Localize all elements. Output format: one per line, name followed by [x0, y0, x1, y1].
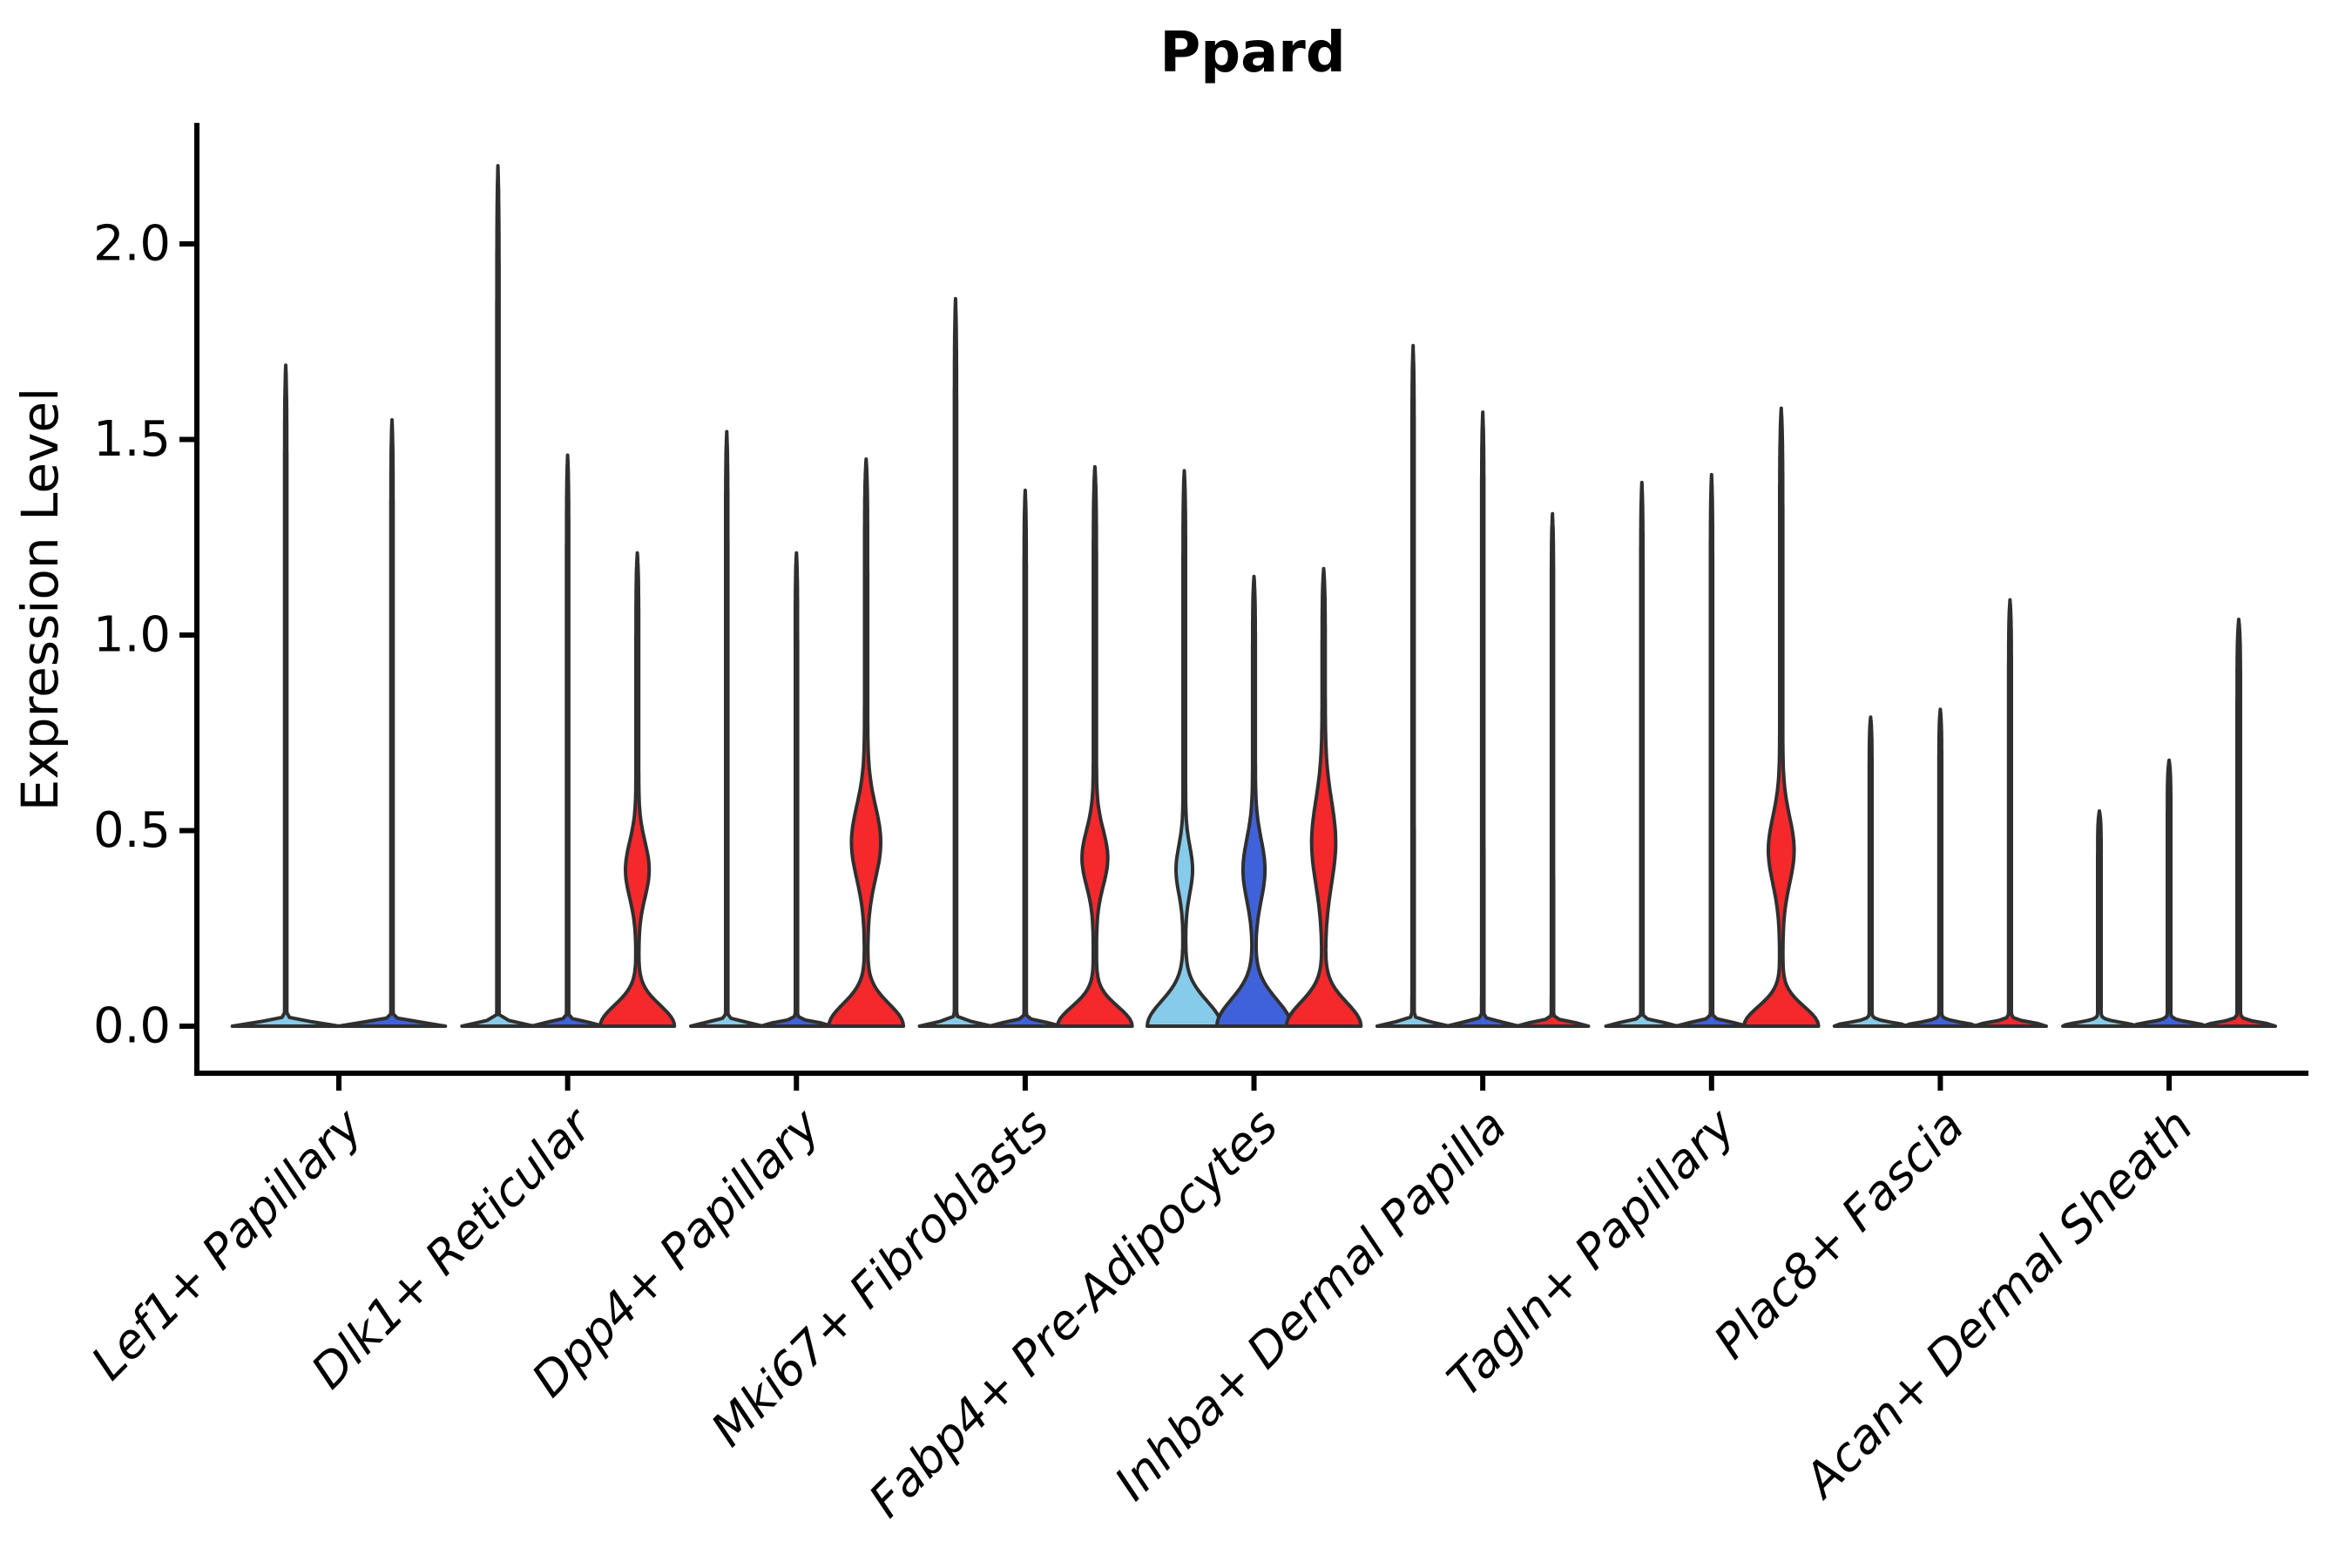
- violin-dpp4-papillary-split2: [759, 551, 835, 1028]
- violin-inhba-dermal-papilla-split1: [1375, 343, 1451, 1028]
- violin-acan-dermal-sheath-split3: [2200, 618, 2277, 1028]
- violin-fabp4-pre-adipocytes-split3: [1284, 566, 1363, 1028]
- y-tick-label: 2.0: [93, 216, 171, 273]
- violin-acan-dermal-sheath-split1: [2061, 809, 2138, 1028]
- violin-dlk1-reticular-split1: [460, 164, 536, 1028]
- violin-dpp4-papillary-split3: [827, 457, 906, 1028]
- violin-tagln-papillary-split1: [1604, 480, 1680, 1028]
- y-tick-label: 1.0: [93, 607, 171, 664]
- violin-plac8-fascia-split1: [1832, 715, 1909, 1028]
- y-axis-label: Expression Level: [10, 388, 70, 811]
- violin-mki67-fibroblasts-split2: [987, 488, 1064, 1028]
- violin-dlk1-reticular-split3: [598, 551, 677, 1028]
- violin-mki67-fibroblasts-split1: [917, 296, 994, 1028]
- x-tick-label-fabp4-pre-adipocytes: Fabp4+ Pre-Adipocytes: [858, 1098, 1288, 1528]
- violin-plac8-fascia-split3: [1971, 598, 2048, 1028]
- violin-acan-dermal-sheath-split2: [2131, 758, 2207, 1028]
- violin-fabp4-pre-adipocytes-split1: [1146, 469, 1223, 1028]
- violin-tagln-papillary-split3: [1742, 406, 1821, 1028]
- violin-inhba-dermal-papilla-split3: [1514, 511, 1591, 1028]
- violin-mki67-fibroblasts-split3: [1056, 464, 1134, 1028]
- violin-lef1-papillary-split2: [336, 418, 448, 1028]
- x-tick-label-inhba-dermal-papilla: Inhba+ Dermal Papilla: [1105, 1098, 1517, 1511]
- violin-plac8-fascia-split2: [1902, 707, 1978, 1028]
- violin-fabp4-pre-adipocytes-split2: [1214, 574, 1294, 1028]
- chart-title: Ppard: [1159, 21, 1345, 85]
- violin-dlk1-reticular-split2: [530, 453, 605, 1028]
- x-tick-label-acan-dermal-sheath: Acan+ Dermal Sheath: [1792, 1098, 2203, 1510]
- violin-tagln-papillary-split2: [1673, 472, 1750, 1028]
- violin-dpp4-papillary-split1: [689, 429, 765, 1028]
- y-tick-label: 0.5: [93, 802, 171, 859]
- y-tick-label: 0.0: [93, 998, 171, 1055]
- y-tick-label: 1.5: [93, 411, 171, 468]
- violin-inhba-dermal-papilla-split2: [1444, 410, 1521, 1028]
- violin-lef1-papillary-split1: [230, 363, 341, 1028]
